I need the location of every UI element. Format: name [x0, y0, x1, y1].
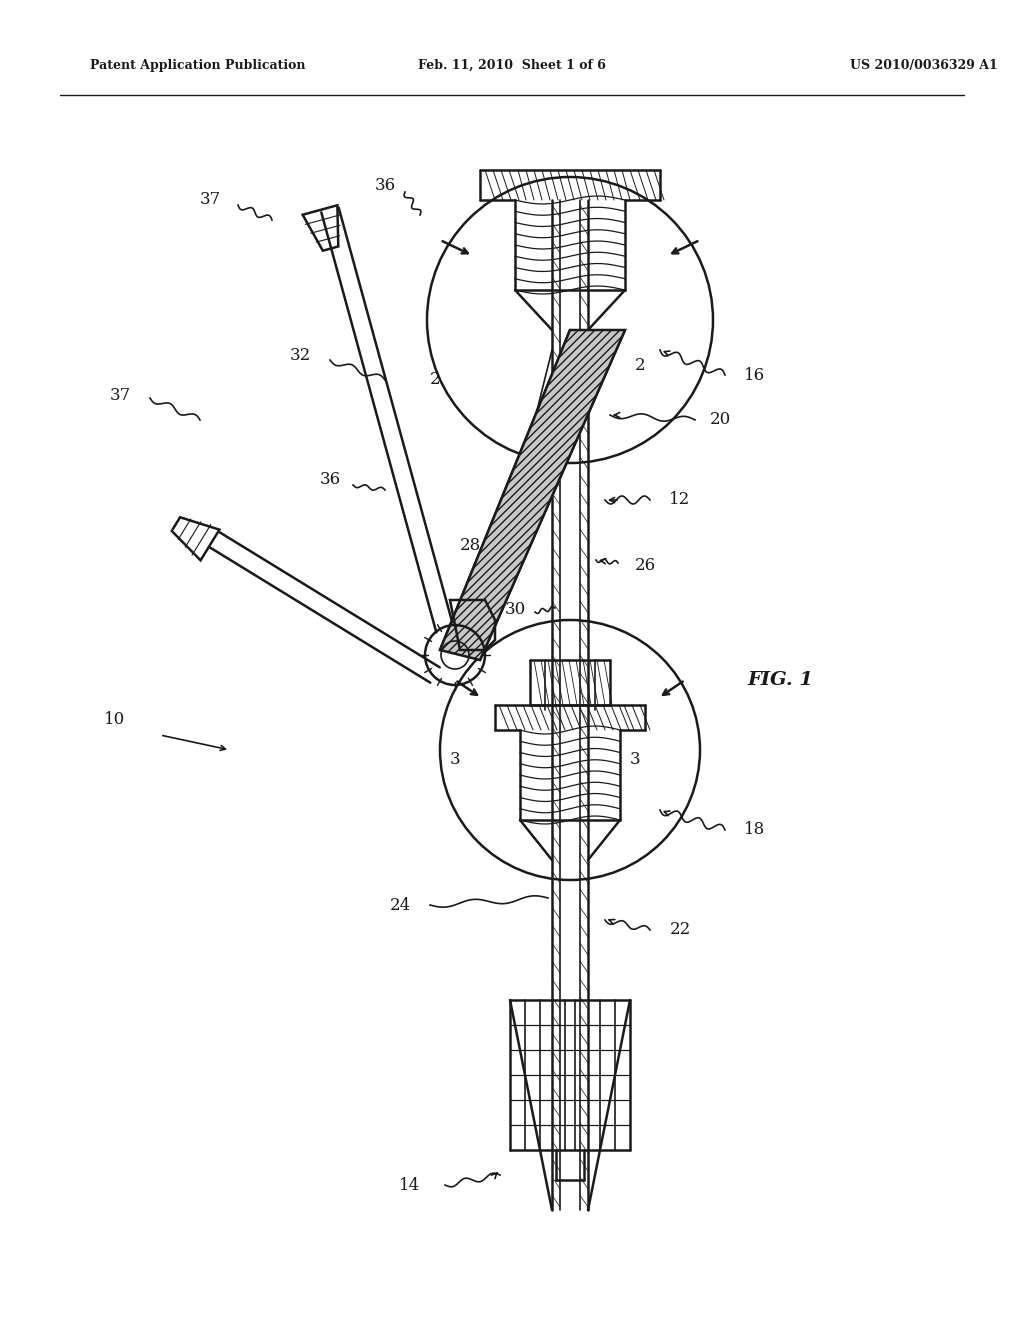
- Text: FIG. 1: FIG. 1: [746, 671, 813, 689]
- Text: 16: 16: [744, 367, 766, 384]
- Text: 37: 37: [110, 387, 131, 404]
- Text: 22: 22: [670, 921, 690, 939]
- Text: 26: 26: [635, 557, 655, 573]
- Text: 30: 30: [505, 602, 525, 619]
- Text: 20: 20: [710, 412, 731, 429]
- Text: 3: 3: [450, 751, 461, 768]
- Text: 36: 36: [375, 177, 395, 194]
- Text: US 2010/0036329 A1: US 2010/0036329 A1: [850, 58, 997, 71]
- Polygon shape: [440, 330, 625, 660]
- Text: 14: 14: [399, 1176, 421, 1193]
- Text: 28: 28: [460, 536, 480, 553]
- Text: 2: 2: [635, 356, 645, 374]
- Text: 12: 12: [670, 491, 690, 508]
- Text: 18: 18: [744, 821, 766, 838]
- Text: 24: 24: [389, 896, 411, 913]
- Text: 37: 37: [200, 191, 220, 209]
- Text: Feb. 11, 2010  Sheet 1 of 6: Feb. 11, 2010 Sheet 1 of 6: [418, 58, 606, 71]
- Text: 32: 32: [290, 346, 310, 363]
- Text: 36: 36: [319, 471, 341, 488]
- Text: 3: 3: [630, 751, 640, 768]
- Text: Patent Application Publication: Patent Application Publication: [90, 58, 305, 71]
- Text: 2: 2: [430, 371, 440, 388]
- Text: 10: 10: [104, 711, 126, 729]
